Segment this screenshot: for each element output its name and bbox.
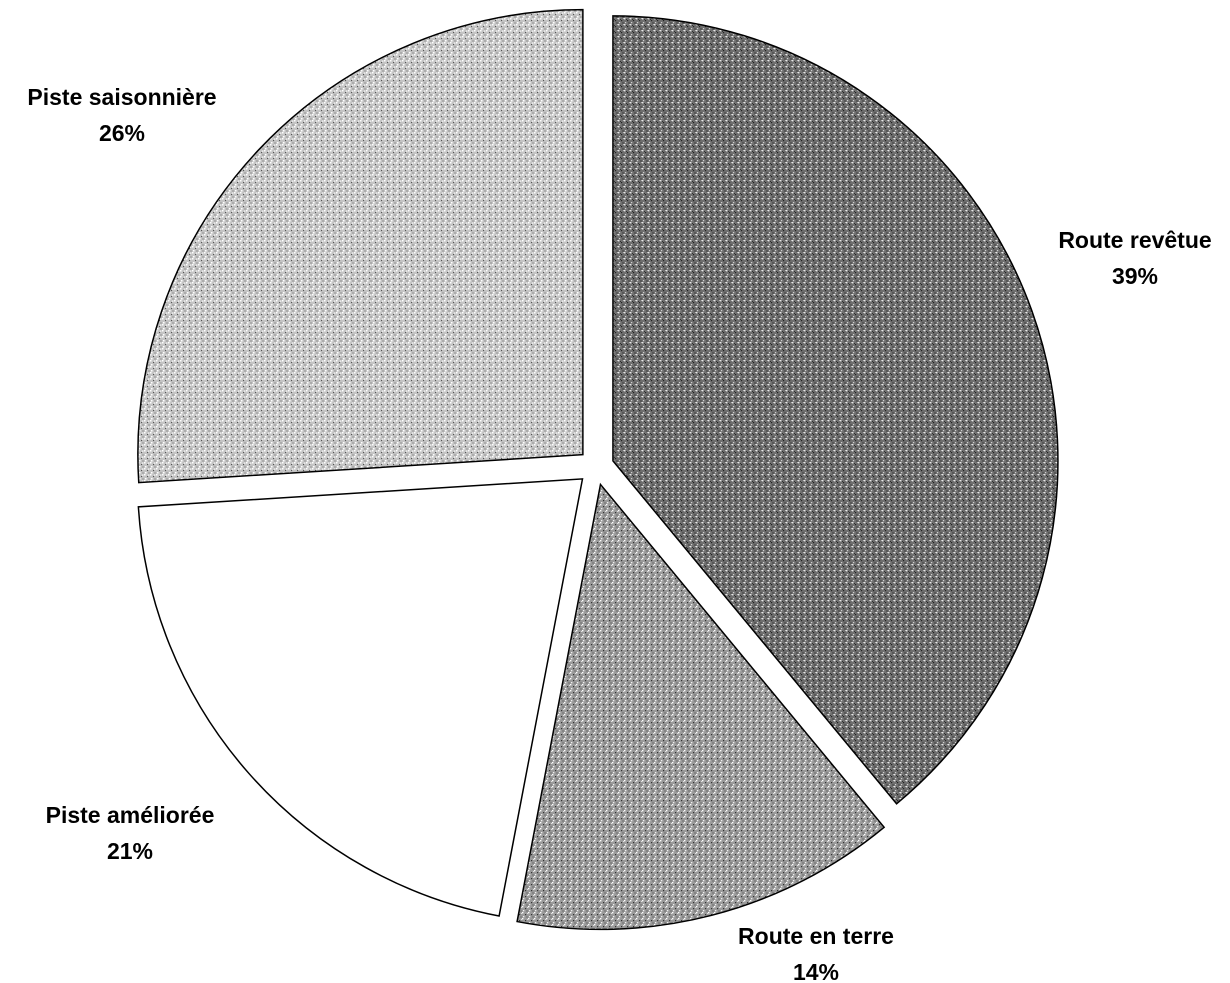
pie-slice-route-rev-tue	[612, 15, 1059, 805]
slice-label: Route en terre	[738, 923, 894, 949]
slice-value-label: 14%	[793, 959, 839, 983]
slice-label: Piste saisonnière	[27, 84, 216, 110]
slice-labels: Route revêtue 39% Route en terre 14% Piste a…	[27, 84, 1211, 983]
slice-label: Route revêtue	[1058, 227, 1211, 253]
slice-value-label: 39%	[1112, 263, 1158, 289]
slice-value-label: 26%	[99, 120, 145, 146]
pie-slice-piste-am-lior-e	[137, 478, 584, 917]
slice-label: Piste améliorée	[46, 802, 215, 828]
pie-slices	[137, 8, 1059, 931]
slice-value-label: 21%	[107, 838, 153, 864]
pie-slice-piste-saisonni-re	[137, 8, 584, 484]
pie-slice-route-en-terre	[516, 482, 886, 931]
